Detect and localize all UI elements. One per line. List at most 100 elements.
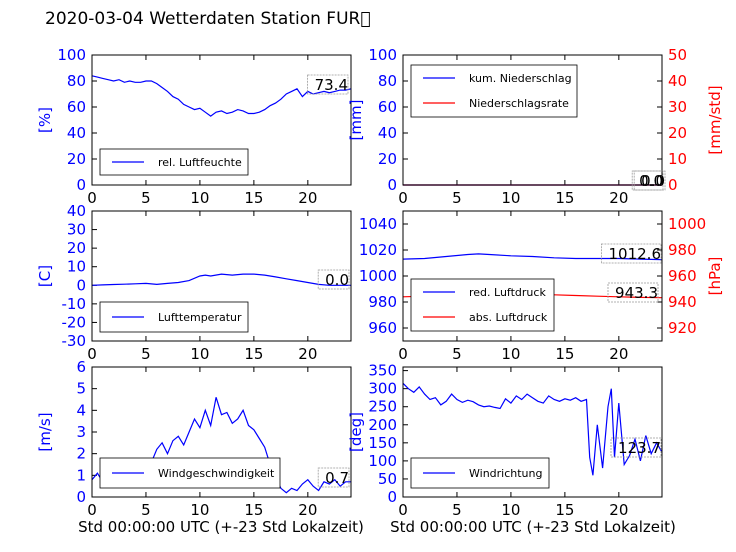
x-tick-label: 0 [87,345,97,363]
x-tick-label: 10 [190,345,209,363]
x-tick-label: 20 [609,501,628,519]
legend-entry: Windgeschwindigkeit [158,467,275,480]
y-tick-label: 40 [378,124,397,142]
y-tick-label: 100 [368,452,397,470]
x-tick-label: 20 [609,345,628,363]
legend-box [410,278,555,332]
y2-axis-label: [mm/std] [706,85,724,154]
y-tick-label: 4 [76,401,86,419]
value-annotation: 0.0 [641,172,665,190]
y-tick-label: 250 [368,398,397,416]
y-tick-label: 2 [76,445,86,463]
legend-entry: Niederschlagsrate [469,97,569,110]
y-tick-label: 0 [387,176,397,194]
y2-tick-label: 10 [668,150,687,168]
x-tick-label: 0 [87,189,97,207]
y-tick-label: 0 [76,276,86,294]
y-axis-label: [mm] [347,100,365,141]
y2-tick-label: 50 [668,46,687,64]
legend-box [410,64,578,118]
legend-entry: kum. Niederschlag [469,72,572,85]
y-tick-label: 30 [67,221,86,239]
y-axis-label: [deg] [347,412,365,452]
x-tick-label: 20 [298,345,317,363]
x-tick-label: 0 [398,501,408,519]
y-tick-label: -10 [62,295,87,313]
y-tick-label: 0 [387,488,397,506]
legend: red. Luftdruck abs. Luftdruck [410,278,555,332]
y-tick-label: 60 [378,98,397,116]
y-tick-label: 10 [67,258,86,276]
legend-entry: red. Luftdruck [469,286,546,299]
y-tick-label: 100 [368,46,397,64]
y2-tick-label: 960 [668,267,697,285]
y-tick-label: 200 [368,416,397,434]
y-tick-label: 20 [67,150,86,168]
x-tick-label: 20 [298,189,317,207]
value-annotation: 123.7 [618,439,661,457]
plot-frame [91,210,352,342]
y-tick-label: 20 [378,150,397,168]
y-tick-label: 6 [76,358,86,376]
legend: Windrichtung [410,457,550,489]
x-tick-label: 5 [452,501,462,519]
x-tick-label: 15 [244,501,263,519]
value-annotation-box [600,243,662,264]
x-tick-label: 10 [501,189,520,207]
y2-axis-label: [hPa] [706,257,724,296]
y-tick-label: 80 [378,72,397,90]
y2-tick-label: 1000 [668,215,706,233]
series-line-1 [91,273,351,286]
value-annotation: 1012.6 [609,245,662,263]
x-tick-label: 5 [141,501,151,519]
panel-3: 0 5 10 15 20-30-20-10010203040[C]Lufttempera… [36,202,352,363]
x-tick-label: 15 [244,345,263,363]
legend-box [99,301,249,333]
y2-tick-label: 20 [668,124,687,142]
x-tick-label: 0 [87,501,97,519]
plot-frame [91,54,352,186]
x-tick-label: 10 [501,501,520,519]
y2-tick-label: 40 [668,72,687,90]
y-tick-label: 100 [57,46,86,64]
x-tick-label: 10 [190,501,209,519]
y-tick-label: 960 [368,319,397,337]
panel-1: 0 5 10 15 20 0 20 40 60 80 100 [%] rel. Luftfeuchte 7… [36,46,352,207]
panel-6: 0 5 10 15 20050100150200250300350[deg]Windri… [347,362,663,519]
y2-tick-label: 980 [668,241,697,259]
x-tick-label: 5 [452,345,462,363]
y-tick-label: 150 [368,434,397,452]
value-annotation-box [307,74,349,95]
y-tick-label: -30 [62,332,87,350]
y2-tick-label: 920 [668,319,697,337]
plot-frame [91,366,352,498]
y-tick-label: 50 [378,470,397,488]
x-tick-label: 0 [398,189,408,207]
y-tick-label: 80 [67,72,86,90]
x-tick-label: 0 [398,345,408,363]
x-tick-label: 15 [244,189,263,207]
x-tick-label: 5 [141,189,151,207]
x-tick-label: 10 [501,345,520,363]
value-annotation-box [633,170,666,191]
series-line-1 [91,75,352,117]
legend-entry: rel. Luftfeuchte [158,156,242,169]
legend: kum. Niederschlag Niederschlagsrate [410,64,578,118]
x-tick-label: 20 [298,501,317,519]
y-tick-label: 5 [76,380,86,398]
panel-4: 0 5 10 15 20 960 980 1000 1020 1040 920 940 960 980 10… [359,210,724,363]
value-annotation: 943.3 [615,284,658,302]
y-tick-label: 980 [368,293,397,311]
legend: rel. Luftfeuchte [99,148,249,176]
y-tick-label: 300 [368,380,397,398]
y-tick-label: 350 [368,362,397,380]
x-tick-label: 20 [609,189,628,207]
legend-entry: Lufttemperatur [158,311,242,324]
figure-title: 2020-03-04 Wetterdaten Station FUR  [45,9,371,29]
plot-frame [402,210,663,342]
y2-tick-label: 0 [668,176,678,194]
y-tick-label: 20 [67,239,86,257]
